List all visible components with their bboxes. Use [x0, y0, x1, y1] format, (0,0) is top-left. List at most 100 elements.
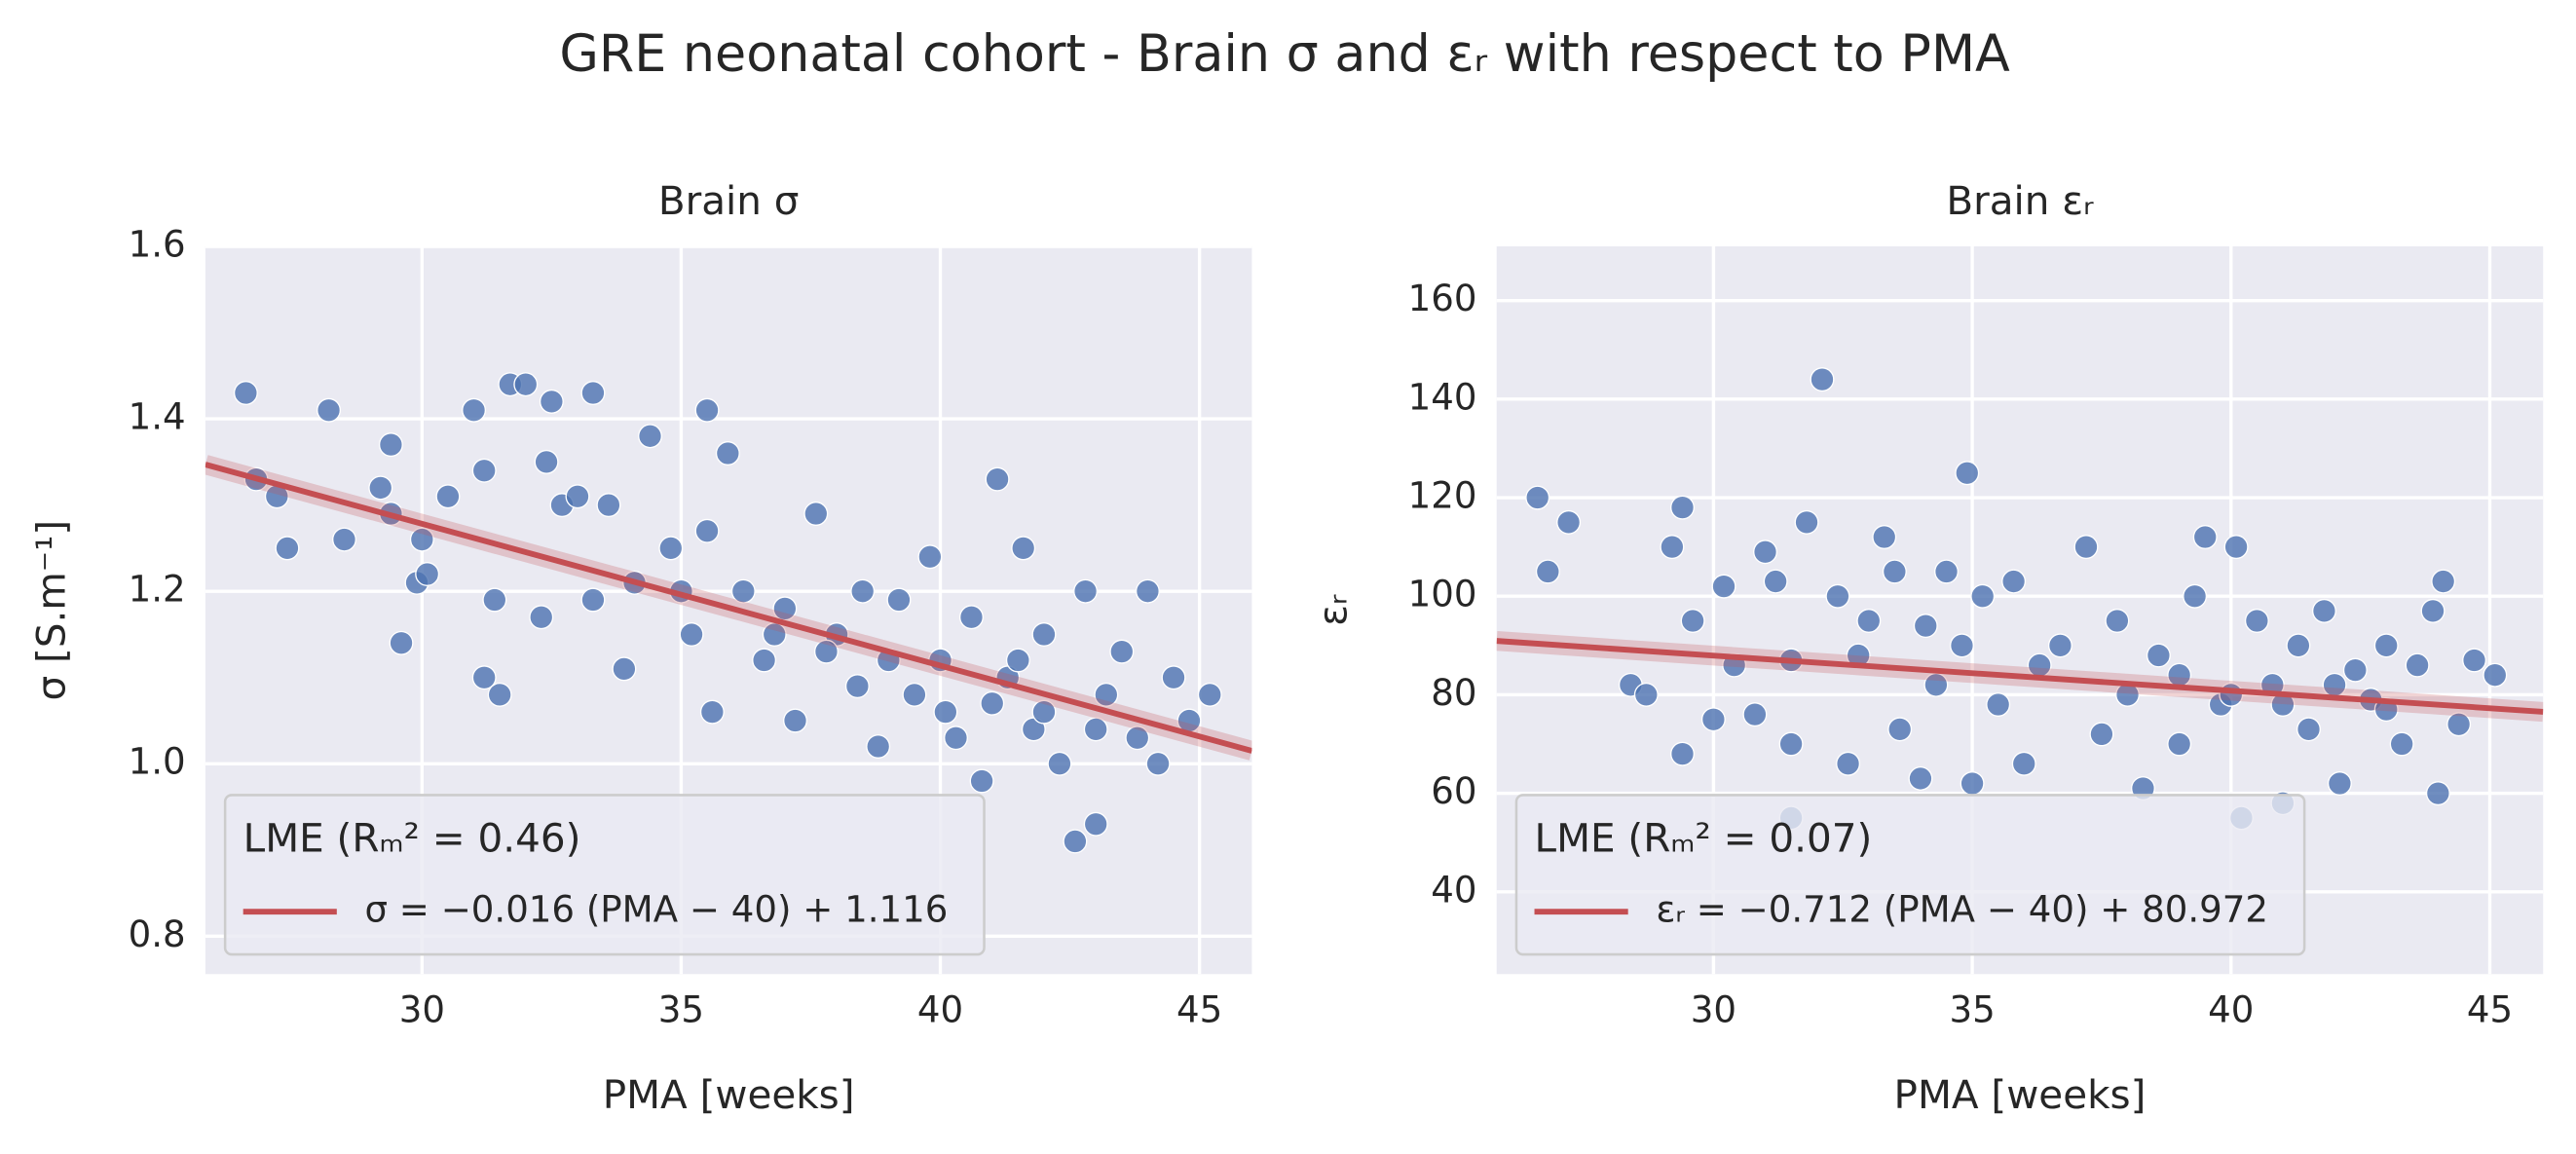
scatter-point [612, 656, 637, 682]
scatter-point [694, 518, 720, 543]
y-tick-label: 140 [1408, 376, 1477, 418]
scatter-point [487, 682, 512, 707]
y-tick-label: 0.8 [129, 913, 186, 955]
scatter-point [596, 493, 621, 518]
legend-label: σ = −0.016 (PMA − 40) + 1.116 [364, 889, 948, 931]
scatter-point [715, 441, 740, 466]
scatter-point [2167, 731, 2192, 757]
x-tick-label: 30 [1691, 989, 1736, 1031]
scatter-point [1887, 717, 1913, 742]
scatter-point [1670, 495, 1695, 520]
scatter-point [539, 389, 564, 414]
scatter-point [462, 397, 487, 423]
scatter-point [679, 621, 704, 647]
x-tick-label: 35 [1949, 989, 1995, 1031]
legend-title: LME (Rₘ² = 0.46) [243, 815, 581, 862]
scatter-point [2327, 771, 2352, 796]
scatter-point [1083, 811, 1108, 837]
scatter-point [1700, 707, 1726, 732]
scatter-point [1094, 682, 1119, 707]
scatter-point [886, 587, 912, 613]
scatter-point [844, 674, 870, 699]
scatter-point [1525, 485, 1550, 510]
scatter-point [1161, 665, 1186, 690]
scatter-point [866, 734, 891, 760]
scatter-point [415, 561, 440, 586]
scatter-point [332, 527, 356, 552]
scatter-point [1073, 578, 1099, 604]
scatter-point [1970, 583, 1996, 609]
scatter-point [471, 458, 497, 483]
scatter-point [2047, 633, 2072, 658]
scatter-point [2011, 751, 2036, 776]
scatter-point [958, 605, 984, 630]
y-tick-label: 100 [1408, 574, 1477, 615]
scatter-point [471, 665, 497, 690]
fit-line [1496, 638, 2544, 715]
scatter-point [1633, 682, 1659, 707]
scatter-point [902, 682, 927, 707]
y-tick-label: 60 [1431, 770, 1476, 812]
y-axis-label: σ [S.m⁻¹] [28, 520, 75, 701]
scatter-point [580, 587, 606, 613]
scatter-point [2311, 598, 2336, 623]
scatter-point [275, 536, 300, 561]
scatter-point [1005, 648, 1030, 673]
scatter-point [1135, 578, 1160, 604]
scatter-point [980, 690, 1005, 716]
scatter-point [378, 432, 403, 458]
scatter-point [1556, 509, 1582, 535]
scatter-point [1872, 525, 1897, 550]
scatter-point [1986, 692, 2011, 718]
plot-layer [205, 372, 1252, 854]
y-tick-label: 40 [1431, 869, 1476, 911]
scatter-point [694, 397, 720, 423]
scatter-point [233, 381, 258, 406]
scatter-point [2183, 583, 2208, 609]
scatter-point [1680, 609, 1705, 634]
y-tick-label: 1.0 [129, 741, 186, 783]
legend-box [223, 794, 986, 956]
scatter-point [2405, 652, 2430, 678]
scatter-point [1810, 367, 1835, 392]
subplot-title: Brain σ [658, 177, 800, 224]
scatter-point [1031, 621, 1057, 647]
x-tick-label: 30 [399, 989, 445, 1031]
scatter-point [783, 708, 808, 733]
scatter-point [1908, 765, 1933, 791]
scatter-point [513, 372, 539, 397]
scatter-point [2425, 781, 2450, 806]
scatter-point [1836, 751, 1861, 776]
scatter-point [1882, 559, 1907, 584]
y-tick-label: 120 [1408, 475, 1477, 517]
scatter-point [1742, 702, 1768, 727]
scatter-point [2223, 535, 2249, 560]
scatter-point [933, 699, 958, 725]
legend-label: εᵣ = −0.712 (PMA − 40) + 80.972 [1656, 889, 2268, 931]
x-axis-label: PMA [weeks] [603, 1071, 855, 1118]
scatter-point [1670, 741, 1695, 766]
scatter-point [409, 527, 434, 552]
scatter-point [529, 605, 554, 630]
scatter-point [1109, 639, 1135, 664]
scatter-point [1145, 751, 1171, 776]
y-axis-label: εᵣ [1309, 594, 1356, 626]
x-tick-label: 40 [917, 989, 963, 1031]
x-tick-label: 45 [1176, 989, 1222, 1031]
scatter-point [1197, 682, 1222, 707]
scatter-point [752, 648, 777, 673]
scatter-point [699, 699, 725, 725]
scatter-point [969, 768, 994, 794]
scatter-point [2105, 609, 2130, 634]
fit-line [205, 462, 1252, 754]
scatter-point [1753, 540, 1778, 565]
scatter-point [2244, 609, 2269, 634]
scatter-point [1825, 583, 1850, 609]
scatter-point [1011, 536, 1036, 561]
scatter-point [1047, 751, 1072, 776]
y-tick-label: 160 [1408, 278, 1477, 319]
scatter-point [1778, 731, 1804, 757]
scatter-point [1711, 574, 1736, 599]
